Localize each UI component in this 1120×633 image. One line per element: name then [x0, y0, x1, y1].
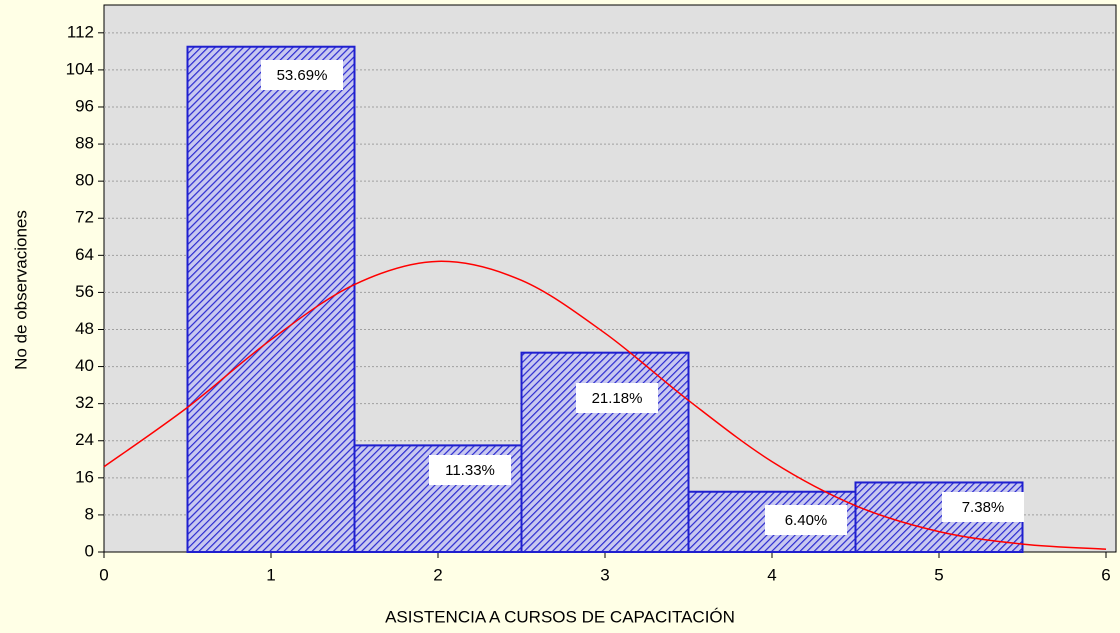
label-box	[261, 60, 343, 90]
y-tick-label: 32	[75, 393, 94, 412]
x-tick-label: 0	[99, 565, 108, 584]
y-tick-label: 88	[75, 134, 94, 153]
x-tick-label: 3	[600, 565, 609, 584]
y-tick-label: 8	[85, 504, 94, 523]
y-tick-label: 0	[85, 541, 94, 560]
y-tick-label: 48	[75, 319, 94, 338]
x-tick-label: 6	[1101, 565, 1110, 584]
bar	[186, 45, 356, 554]
y-tick-label: 96	[75, 96, 94, 115]
y-axis-label: No de observaciones	[11, 210, 30, 370]
fit-curve	[103, 260, 1107, 550]
y-tick-label: 72	[75, 208, 94, 227]
y-tick-label: 40	[75, 356, 94, 375]
percent-label: 7.38%	[962, 499, 1005, 516]
x-tick-label: 2	[433, 565, 442, 584]
y-tick-label: 104	[66, 59, 94, 78]
label-box	[576, 383, 658, 413]
percent-label: 6.40%	[785, 512, 828, 529]
percent-label: 21.18%	[592, 390, 643, 407]
y-tick-label: 64	[75, 245, 94, 264]
x-tick-label: 1	[266, 565, 275, 584]
x-axis-label: ASISTENCIA A CURSOS DE CAPACITACIÓN	[385, 607, 735, 626]
y-tick-label: 16	[75, 467, 94, 486]
percent-label: 11.33%	[445, 462, 495, 479]
label-box	[429, 455, 511, 485]
label-box	[765, 505, 847, 535]
x-tick-label: 4	[767, 565, 776, 584]
x-tick-label: 5	[934, 565, 943, 584]
y-tick-label: 24	[75, 430, 94, 449]
y-tick-label: 80	[75, 171, 94, 190]
y-tick-label: 56	[75, 282, 94, 301]
percent-label: 53.69%	[277, 67, 328, 84]
y-tick-label: 112	[67, 22, 94, 41]
label-box	[942, 492, 1024, 522]
bar	[520, 351, 690, 553]
